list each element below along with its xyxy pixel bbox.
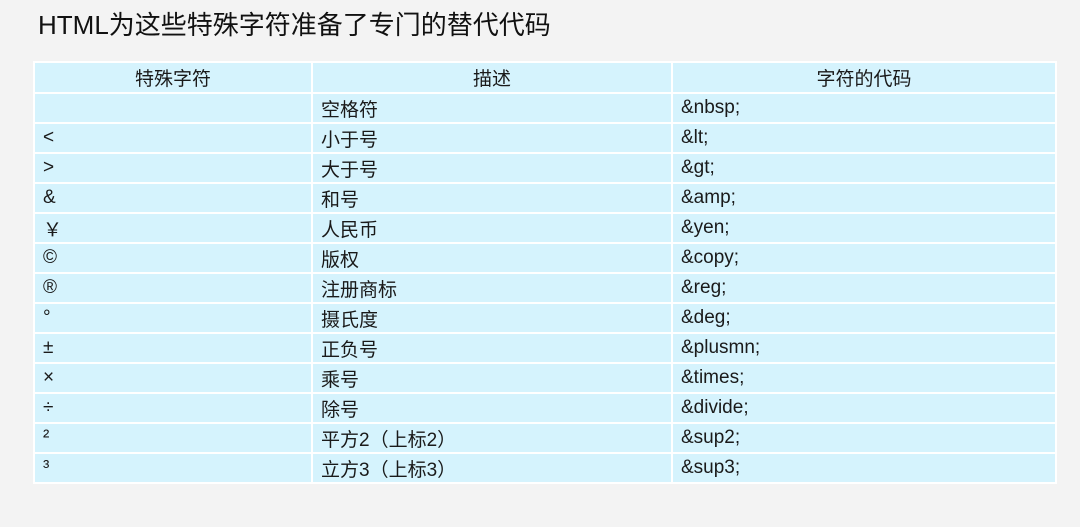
cell-character: ￥ [33,212,313,244]
header-description: 描述 [311,61,673,94]
header-special-char: 特殊字符 [33,61,313,94]
table-row: ÷ 除号 &divide; [33,392,1057,424]
cell-description: 注册商标 [311,272,673,304]
table-header-row: 特殊字符 描述 字符的代码 [33,61,1057,94]
special-characters-table: 特殊字符 描述 字符的代码 空格符 &nbsp; < 小于号 &lt; > 大于号 &gt; &… [33,61,1057,484]
table-row: 空格符 &nbsp; [33,92,1057,124]
cell-description: 除号 [311,392,673,424]
cell-description: 版权 [311,242,673,274]
cell-character: ® [33,272,313,304]
table-row: ± 正负号 &plusmn; [33,332,1057,364]
cell-character: ± [33,332,313,364]
cell-character: > [33,152,313,184]
cell-character: < [33,122,313,154]
table-row: ® 注册商标 &reg; [33,272,1057,304]
cell-code: &lt; [671,122,1057,154]
cell-code: &gt; [671,152,1057,184]
table-row: ² 平方2（上标2） &sup2; [33,422,1057,454]
table-row: < 小于号 &lt; [33,122,1057,154]
table-row: ³ 立方3（上标3） &sup3; [33,452,1057,484]
cell-code: &nbsp; [671,92,1057,124]
cell-character [33,92,313,124]
page-title: HTML为这些特殊字符准备了专门的替代代码 [38,10,551,40]
table-row: ° 摄氏度 &deg; [33,302,1057,334]
cell-description: 空格符 [311,92,673,124]
cell-character: ° [33,302,313,334]
cell-code: &amp; [671,182,1057,214]
cell-character: ÷ [33,392,313,424]
cell-code: &copy; [671,242,1057,274]
cell-character: ² [33,422,313,454]
cell-code: &times; [671,362,1057,394]
cell-code: &reg; [671,272,1057,304]
table-row: & 和号 &amp; [33,182,1057,214]
cell-character: × [33,362,313,394]
cell-code: &plusmn; [671,332,1057,364]
cell-description: 平方2（上标2） [311,422,673,454]
table-row: > 大于号 &gt; [33,152,1057,184]
cell-code: &yen; [671,212,1057,244]
cell-description: 正负号 [311,332,673,364]
cell-description: 人民币 [311,212,673,244]
cell-description: 乘号 [311,362,673,394]
table-row: × 乘号 &times; [33,362,1057,394]
cell-description: 大于号 [311,152,673,184]
table-row: ￥ 人民币 &yen; [33,212,1057,244]
cell-character: ³ [33,452,313,484]
header-char-code: 字符的代码 [671,61,1057,94]
cell-description: 摄氏度 [311,302,673,334]
cell-code: &divide; [671,392,1057,424]
table-row: © 版权 &copy; [33,242,1057,274]
cell-description: 和号 [311,182,673,214]
cell-code: &sup2; [671,422,1057,454]
cell-description: 小于号 [311,122,673,154]
cell-character: & [33,182,313,214]
cell-description: 立方3（上标3） [311,452,673,484]
cell-code: &deg; [671,302,1057,334]
cell-character: © [33,242,313,274]
cell-code: &sup3; [671,452,1057,484]
